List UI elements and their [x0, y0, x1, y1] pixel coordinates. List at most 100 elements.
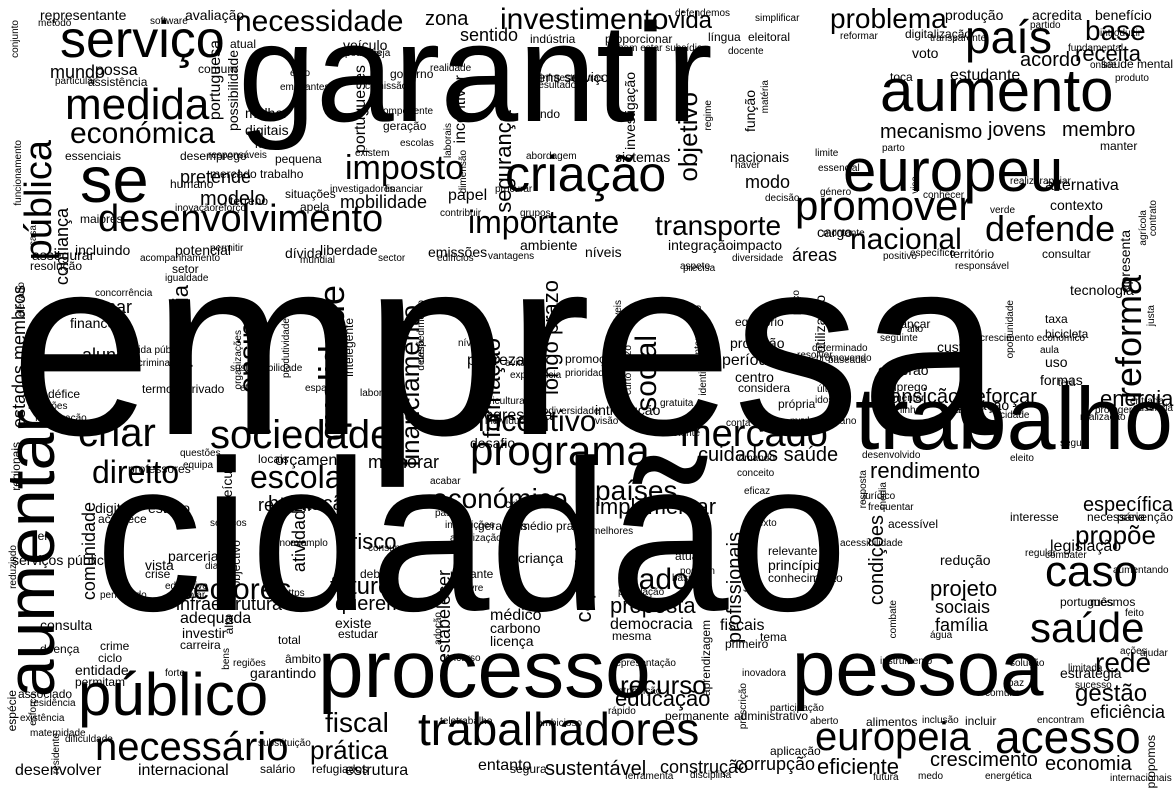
word-seguinte: seguinte — [880, 333, 918, 344]
word-determinado: determinado — [812, 343, 868, 354]
word-locais: locais — [258, 452, 289, 466]
word-rede: rede — [1095, 647, 1152, 678]
word-linha: linha — [900, 405, 922, 416]
word-regular: regular — [1025, 548, 1057, 559]
word-procura: procura — [959, 325, 976, 380]
word-solucao: solução — [1010, 658, 1045, 669]
word-recurso: recurso — [620, 670, 707, 700]
word-implementar: implementar — [595, 494, 717, 519]
word-investigacao: investigação — [622, 72, 638, 150]
word-eleitoral: eleitoral — [748, 30, 791, 44]
word-tomando: tomando — [736, 453, 775, 464]
word-forte: forte — [165, 668, 186, 679]
word-prioridade: prioridade — [565, 368, 610, 379]
word-proporcionar: proporcionar — [605, 32, 673, 46]
word-organizacoes: organizações — [233, 330, 244, 390]
word-consumo: consumo — [368, 543, 409, 554]
word-discriminacao: discriminação — [125, 358, 187, 369]
word-deverao: deverão — [878, 362, 929, 378]
word-permitam: permitam — [75, 675, 126, 689]
word-entidade: entidade — [75, 662, 129, 678]
word-educacao: educação — [615, 686, 711, 711]
word-periodo: período — [722, 352, 777, 369]
word-emprego: emprego — [880, 380, 928, 394]
word-base: base — [1085, 15, 1146, 46]
word-entrada: entrada — [1130, 396, 1164, 407]
word-biodiversidade: biodiversidade — [535, 406, 600, 417]
word-conjunto: conjunto — [10, 20, 21, 58]
word-adocao: adoção — [433, 612, 444, 645]
word-laborais: laborais — [443, 123, 454, 159]
word-modo: modo — [745, 172, 791, 192]
word-sustentabilidade: sustentabilidade — [230, 363, 303, 374]
word-sectores: sectores — [178, 573, 292, 606]
word-essenciais: essenciais — [65, 149, 122, 163]
word-encontram: encontram — [1037, 715, 1085, 726]
word-cidadao: cidadão — [95, 415, 849, 656]
word-licenca: licença — [490, 633, 534, 649]
word-decisao: decisão — [765, 193, 800, 204]
word-especifico: específico — [910, 248, 956, 259]
word-promocao: promoção — [565, 352, 619, 366]
word-software: software — [150, 16, 188, 27]
word-valores: valores — [950, 405, 983, 416]
word-acompanhamento: acompanhamento — [140, 253, 221, 264]
word-mesmos: mesmos — [1090, 595, 1136, 609]
word-pretende: pretende — [180, 167, 252, 187]
word-residencia: residência — [30, 698, 76, 709]
word-pequena: pequena — [275, 152, 322, 166]
word-bens-servicos: bens serviços — [530, 69, 616, 85]
word-medio-prazo: médio prazo — [520, 519, 587, 533]
word-futuro: futuro — [330, 573, 392, 600]
word-instituicoes: instituições — [445, 520, 495, 531]
word-acredita: acredita — [1032, 7, 1082, 23]
word-risco: risco — [350, 529, 397, 554]
word-baseada: baseada — [828, 355, 867, 366]
word-acontece: acontece — [98, 512, 147, 526]
word-fiscais: fiscais — [720, 617, 765, 634]
word-individuo: indivíduo — [485, 416, 526, 427]
word-conta: conta — [726, 418, 751, 429]
word-tecnico: técnico — [255, 318, 269, 357]
word-disciplina: disciplina — [690, 770, 732, 781]
word-debate: debate — [360, 567, 397, 581]
word-avaliacao: avaliação — [185, 7, 245, 23]
word-reformar: reformar — [840, 31, 878, 42]
word-ambito: âmbito — [285, 652, 322, 666]
word-impacto: impacto — [733, 237, 783, 253]
word-verde: verde — [990, 205, 1016, 216]
word-permanente: permanente — [665, 709, 730, 723]
word-bem-estar-subsidio: bem estar subsídio — [618, 43, 703, 54]
word-devera: deverá — [416, 340, 427, 371]
word-criar: criar — [78, 411, 156, 455]
word-partido: partido — [1030, 20, 1061, 31]
word-acesso: acesso — [995, 711, 1141, 763]
word-conceito: conceito — [737, 468, 775, 479]
word-inovadora: inovadora — [742, 668, 786, 679]
word-financeira: financeira — [70, 315, 131, 331]
word-inovacao: inovação — [175, 203, 216, 214]
word-nacionais: nacionais — [730, 149, 790, 165]
word-incluindo: incluindo — [75, 242, 131, 258]
word-mundial: mundial — [300, 255, 336, 266]
word-fiscalizacao: fiscalização — [35, 413, 87, 424]
word-espaco: espaço — [305, 383, 338, 394]
word-participacao: participação — [770, 703, 824, 714]
word-idoso: idoso — [815, 395, 839, 406]
word-aplicacao: aplicação — [770, 744, 821, 758]
word-energetica: energética — [985, 771, 1032, 782]
word-democracia: democracia — [610, 616, 693, 633]
word-proteger: proteger — [1095, 405, 1133, 416]
word-seguranca: segurança — [491, 110, 516, 213]
word-elevado: elevado — [16, 282, 27, 318]
word-defende: defende — [985, 208, 1116, 249]
word-particular: particular — [55, 76, 97, 87]
word-materia: matéria — [760, 80, 771, 114]
word-fonte: fonte — [743, 570, 754, 593]
word-realizar: realizar — [1010, 176, 1043, 187]
word-sucesso: sucesso — [1075, 680, 1112, 691]
word-corrupcao: corrupção — [735, 754, 816, 774]
word-propoe: propõe — [1075, 520, 1156, 550]
word-relevante: relevante — [768, 544, 818, 558]
word-ajudar: ajudar — [1140, 648, 1168, 659]
